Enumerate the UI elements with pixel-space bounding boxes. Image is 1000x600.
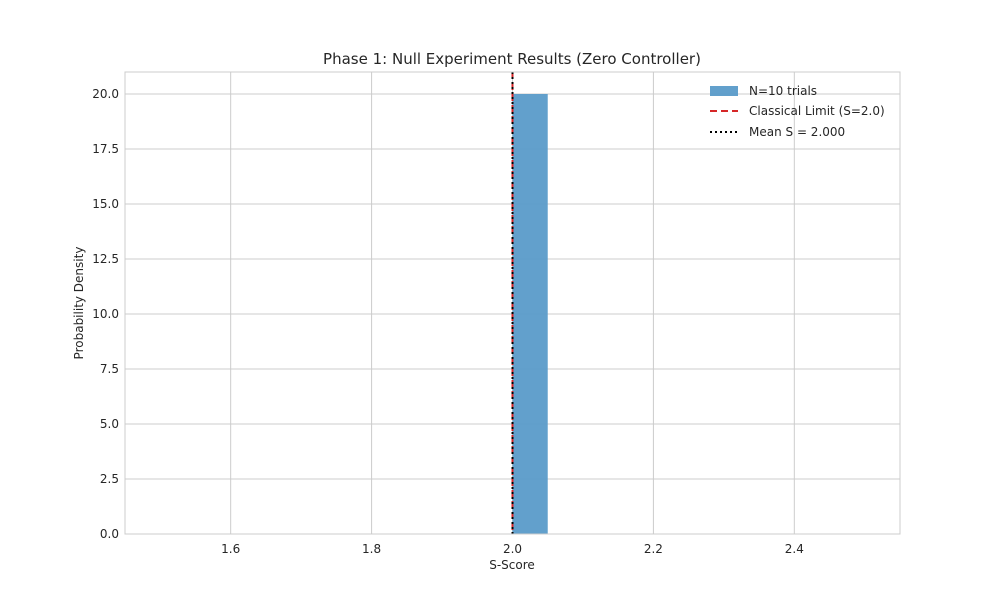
legend-swatch-histogram xyxy=(710,86,738,96)
y-axis-ticks: 0.0 2.5 5.0 7.5 10.0 12.5 15.0 17.5 20.0 xyxy=(92,87,119,541)
histogram-bar xyxy=(512,94,548,534)
y-tick-label: 0.0 xyxy=(100,527,119,541)
legend-label-classical-limit: Classical Limit (S=2.0) xyxy=(749,104,885,118)
y-tick-label: 17.5 xyxy=(92,142,119,156)
x-axis-label: S-Score xyxy=(489,558,535,572)
x-tick-label: 1.6 xyxy=(221,542,240,556)
y-tick-label: 5.0 xyxy=(100,417,119,431)
y-tick-label: 7.5 xyxy=(100,362,119,376)
y-tick-label: 10.0 xyxy=(92,307,119,321)
y-tick-label: 20.0 xyxy=(92,87,119,101)
legend-label-mean: Mean S = 2.000 xyxy=(749,125,845,139)
legend: N=10 trials Classical Limit (S=2.0) Mean… xyxy=(710,84,885,139)
y-tick-label: 12.5 xyxy=(92,252,119,266)
legend-label-histogram: N=10 trials xyxy=(749,84,817,98)
x-axis-ticks: 1.6 1.8 2.0 2.2 2.4 xyxy=(221,542,804,556)
x-tick-label: 2.4 xyxy=(785,542,804,556)
x-tick-label: 2.0 xyxy=(503,542,522,556)
histogram-bars xyxy=(512,94,548,534)
chart-title: Phase 1: Null Experiment Results (Zero C… xyxy=(323,50,701,68)
y-tick-label: 15.0 xyxy=(92,197,119,211)
y-tick-label: 2.5 xyxy=(100,472,119,486)
y-axis-label: Probability Density xyxy=(72,247,86,360)
x-tick-label: 2.2 xyxy=(644,542,663,556)
x-tick-label: 1.8 xyxy=(362,542,381,556)
plot-area-frame xyxy=(124,71,901,535)
